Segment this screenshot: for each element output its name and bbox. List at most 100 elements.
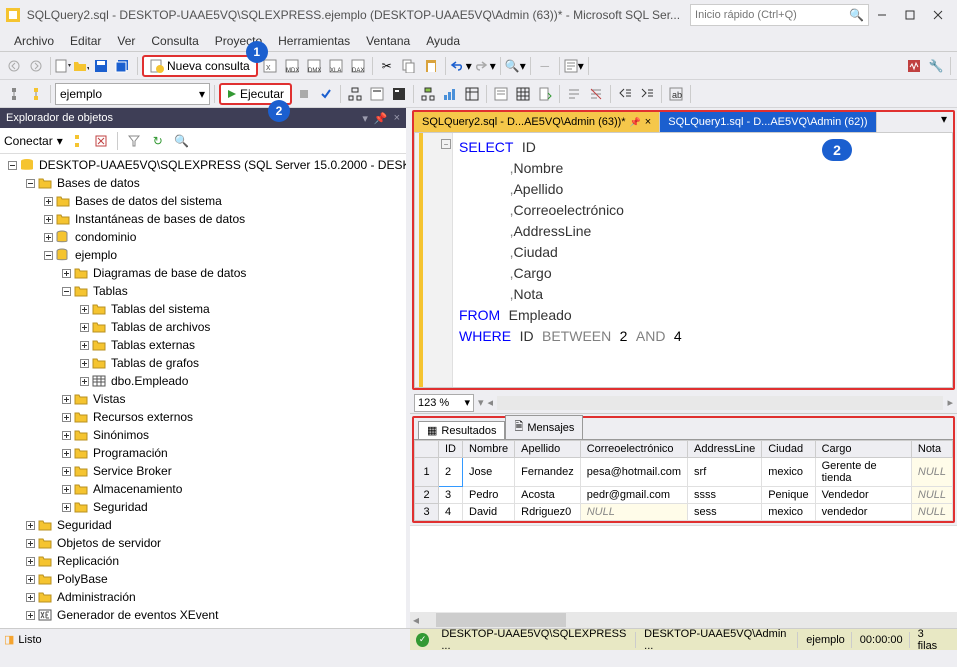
collapse-icon[interactable]: [42, 249, 54, 261]
quick-launch[interactable]: 🔍: [690, 4, 869, 26]
expand-icon[interactable]: [24, 591, 36, 603]
tools-button[interactable]: 🔧: [926, 56, 946, 76]
template-button[interactable]: ▾: [564, 55, 584, 77]
undo-button[interactable]: ▾: [450, 55, 472, 77]
table-cell[interactable]: srf: [688, 458, 762, 487]
expand-icon[interactable]: [78, 375, 90, 387]
expand-icon[interactable]: [78, 321, 90, 333]
expand-icon[interactable]: [24, 519, 36, 531]
tab-resultados[interactable]: ▦ Resultados: [418, 421, 505, 439]
live-query-stats-button[interactable]: [440, 84, 460, 104]
column-header[interactable]: Nombre: [463, 441, 515, 458]
table-cell[interactable]: Fernandez: [515, 458, 581, 487]
table-cell[interactable]: 2: [439, 458, 463, 487]
tree-node[interactable]: Bases de datos del sistema: [0, 192, 406, 210]
table-cell[interactable]: NULL: [911, 458, 952, 487]
pin-icon[interactable]: 📌: [374, 112, 388, 125]
expand-icon[interactable]: [60, 411, 72, 423]
table-cell[interactable]: pedr@gmail.com: [580, 487, 687, 504]
menu-herramientas[interactable]: Herramientas: [270, 32, 358, 50]
results-to-text-button[interactable]: [491, 84, 511, 104]
new-query-button[interactable]: Nueva consulta 1: [142, 55, 258, 77]
mdx-query-button[interactable]: MDX: [282, 56, 302, 76]
copy-button[interactable]: [399, 56, 419, 76]
tree-node[interactable]: Sinónimos: [0, 426, 406, 444]
new-dropdown[interactable]: [55, 55, 71, 77]
pin-icon[interactable]: 📌: [630, 117, 641, 128]
cut-button[interactable]: ✂: [377, 56, 397, 76]
expand-icon[interactable]: [60, 393, 72, 405]
tabs-overflow-icon[interactable]: ▾: [935, 112, 953, 132]
find-button[interactable]: 🔍▾: [505, 55, 526, 77]
expand-icon[interactable]: [42, 195, 54, 207]
menu-ventana[interactable]: Ventana: [358, 32, 418, 50]
table-cell[interactable]: ssss: [688, 487, 762, 504]
parse-button[interactable]: [316, 84, 336, 104]
connect-label[interactable]: Conectar: [4, 134, 53, 148]
tree-node[interactable]: Vistas: [0, 390, 406, 408]
table-cell[interactable]: 1: [415, 458, 439, 487]
expand-icon[interactable]: [42, 231, 54, 243]
column-header[interactable]: Apellido: [515, 441, 581, 458]
stop-explorer-button[interactable]: [91, 131, 111, 151]
tree-node[interactable]: Generador de eventos XEvent: [0, 606, 406, 624]
table-cell[interactable]: 2: [415, 487, 439, 504]
client-stats-button[interactable]: [462, 84, 482, 104]
table-cell[interactable]: Pedro: [463, 487, 515, 504]
menu-archivo[interactable]: Archivo: [6, 32, 62, 50]
table-cell[interactable]: Jose: [463, 458, 515, 487]
results-grid[interactable]: IDNombreApellidoCorreoelectrónicoAddress…: [414, 440, 953, 521]
zoom-combo[interactable]: 123 % ▾: [414, 394, 474, 412]
menu-consulta[interactable]: Consulta: [143, 32, 206, 50]
include-actual-plan-button[interactable]: [418, 84, 438, 104]
tree-node[interactable]: Bases de datos: [0, 174, 406, 192]
comment-button[interactable]: [564, 84, 584, 104]
expand-icon[interactable]: [42, 213, 54, 225]
maximize-button[interactable]: [897, 5, 923, 25]
display-plan-button[interactable]: [345, 84, 365, 104]
tree-node[interactable]: Tablas de archivos: [0, 318, 406, 336]
collapse-icon[interactable]: [24, 177, 36, 189]
close-button[interactable]: [925, 5, 951, 25]
table-cell[interactable]: mexico: [762, 504, 815, 521]
connect-button[interactable]: [4, 84, 24, 104]
table-cell[interactable]: 4: [439, 504, 463, 521]
refresh-button[interactable]: ↻: [148, 131, 168, 151]
specify-values-button[interactable]: ab: [666, 84, 686, 104]
back-button[interactable]: [4, 56, 24, 76]
stop-button[interactable]: [294, 84, 314, 104]
dax-query-button[interactable]: DAX: [348, 56, 368, 76]
column-header[interactable]: Nota: [911, 441, 952, 458]
tree-node[interactable]: Objetos de servidor: [0, 534, 406, 552]
xmla-query-button[interactable]: XLA: [326, 56, 346, 76]
table-cell[interactable]: pesa@hotmail.com: [580, 458, 687, 487]
save-button[interactable]: [91, 56, 111, 76]
expand-icon[interactable]: [60, 267, 72, 279]
paste-button[interactable]: [421, 56, 441, 76]
table-cell[interactable]: vendedor: [815, 504, 911, 521]
expand-icon[interactable]: [60, 483, 72, 495]
table-cell[interactable]: Vendedor: [815, 487, 911, 504]
table-cell[interactable]: sess: [688, 504, 762, 521]
tree-node[interactable]: Recursos externos: [0, 408, 406, 426]
tree-node[interactable]: Tablas: [0, 282, 406, 300]
editor-tab[interactable]: SQLQuery2.sql - D...AE5VQ\Admin (63))*📌×: [414, 112, 660, 132]
activity-monitor-button[interactable]: [904, 56, 924, 76]
table-cell[interactable]: NULL: [580, 504, 687, 521]
tree-node[interactable]: Diagramas de base de datos: [0, 264, 406, 282]
tree-node[interactable]: Programación: [0, 444, 406, 462]
expand-icon[interactable]: [60, 447, 72, 459]
disconnect-button[interactable]: [67, 131, 87, 151]
increase-indent-button[interactable]: [637, 84, 657, 104]
expand-icon[interactable]: [78, 339, 90, 351]
tab-mensajes[interactable]: 🗎 Mensajes: [505, 415, 583, 439]
column-header[interactable]: [415, 441, 439, 458]
scroll-left-icon[interactable]: ◂: [488, 396, 494, 409]
database-combo[interactable]: ejemplo ▾: [55, 83, 210, 105]
uncomment-button[interactable]: [586, 84, 606, 104]
editor-tab[interactable]: SQLQuery1.sql - D...AE5VQ\Admin (62)): [660, 112, 876, 132]
expand-icon[interactable]: [24, 609, 36, 621]
sql-editor[interactable]: SELECT ID ,Nombre ,Apellido ,Correoelect…: [453, 133, 952, 387]
tree-node[interactable]: Service Broker: [0, 462, 406, 480]
close-tab-icon[interactable]: ×: [645, 116, 651, 128]
